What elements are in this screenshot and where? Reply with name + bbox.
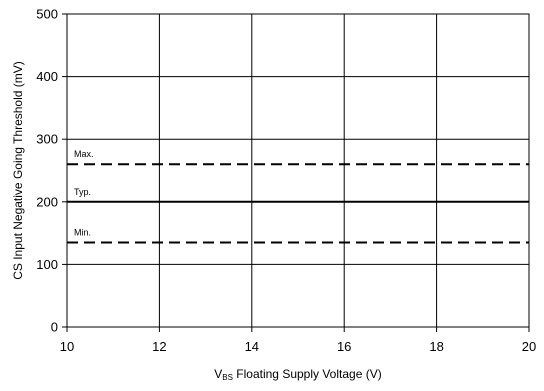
series-label-max: Max.: [74, 149, 94, 159]
x-axis-label-prefix: V: [214, 367, 222, 381]
y-tick-label: 400: [36, 69, 58, 84]
x-tick-label: 16: [337, 339, 351, 354]
y-tick-label: 200: [36, 194, 58, 209]
y-tick-label: 0: [51, 320, 58, 335]
x-tick-label: 14: [245, 339, 259, 354]
y-axis-label: CS Input Negative Going Threshold (mV): [11, 61, 25, 280]
plot-area-frame: [66, 13, 530, 328]
x-tick-label: 12: [152, 339, 166, 354]
x-axis-label-subscript: BS: [222, 373, 233, 382]
series-group: [67, 163, 529, 244]
series-label-typ: Typ.: [74, 187, 91, 197]
y-tick-label: 100: [36, 257, 58, 272]
x-tick-label: 10: [60, 339, 74, 354]
ticks: [62, 13, 530, 332]
x-axis-label-rest: Floating Supply Voltage (V): [233, 367, 382, 381]
grid: [67, 14, 529, 327]
series-label-min: Min.: [74, 227, 91, 237]
y-tick-label: 500: [36, 7, 58, 22]
x-axis-label: VBS Floating Supply Voltage (V): [214, 367, 381, 382]
x-tick-label: 18: [429, 339, 443, 354]
x-tick-label: 20: [522, 339, 536, 354]
y-tick-label: 300: [36, 132, 58, 147]
